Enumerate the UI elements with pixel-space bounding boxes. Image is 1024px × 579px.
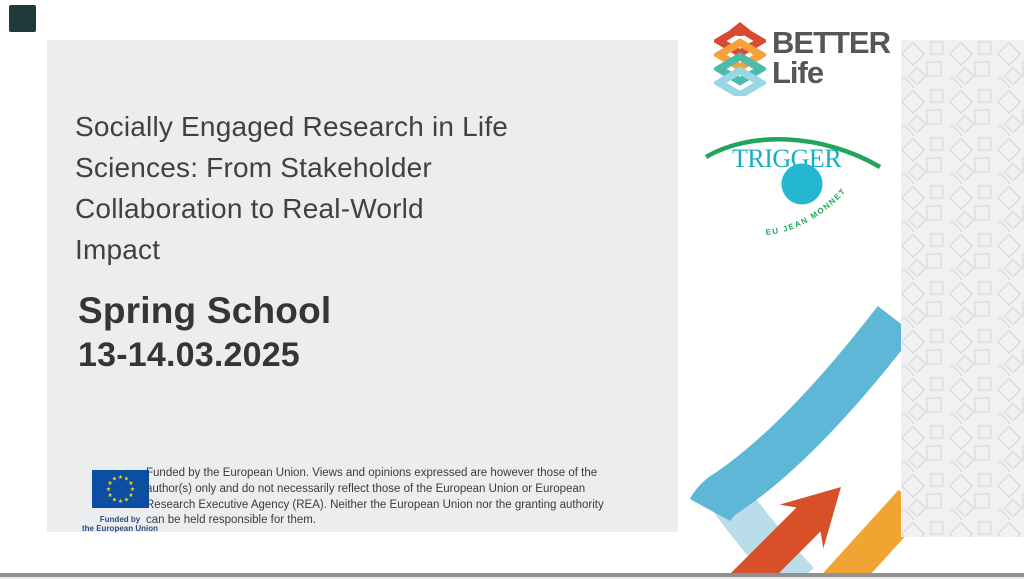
title-line: Impact [75, 234, 161, 265]
eu-flag-caption-line1: Funded by [99, 515, 141, 524]
trigger-circle-icon [781, 163, 823, 205]
eu-flag-caption-line2: the European Union [82, 524, 158, 533]
svg-text:★: ★ [123, 496, 128, 503]
event-name: Spring School [78, 290, 332, 331]
red-arrow [652, 487, 841, 579]
pattern-panel [901, 40, 1024, 537]
eu-flag-icon: ★ ★ ★ ★ ★ ★ ★ ★ ★ ★ ★ ★ [91, 470, 149, 508]
ribbon-blue [689, 305, 915, 522]
svg-text:★: ★ [107, 492, 112, 499]
corner-accent-square [9, 5, 36, 32]
better-life-logo: BETTER Life [712, 20, 891, 100]
svg-text:★: ★ [123, 476, 128, 483]
eu-flag-logo: ★ ★ ★ ★ ★ ★ ★ ★ ★ ★ ★ ★ Funde [60, 470, 180, 533]
trigger-name: TRIGGER [732, 144, 842, 173]
better-life-logo-text-line2: Life [772, 55, 824, 90]
svg-text:★: ★ [105, 486, 110, 493]
better-life-logo-text-line1: BETTER [772, 25, 891, 60]
svg-text:★: ★ [117, 498, 122, 505]
svg-text:★: ★ [111, 496, 116, 503]
event-dates: 13-14.03.2025 [78, 336, 300, 374]
svg-text:★: ★ [107, 480, 112, 487]
funding-disclaimer: Funded by the European Union. Views and … [146, 467, 604, 527]
svg-text:★: ★ [128, 492, 133, 499]
better-life-chevrons-icon [714, 22, 766, 96]
eu-stars: ★ ★ ★ ★ ★ ★ ★ ★ ★ ★ ★ ★ [105, 474, 134, 505]
title-line: Collaboration to Real-World [75, 193, 424, 224]
title-line: Socially Engaged Research in Life [75, 111, 509, 142]
svg-text:★: ★ [111, 476, 116, 483]
content-panel: Socially Engaged Research in Life Scienc… [47, 40, 678, 533]
trigger-logo-graphic: TRIGGER EU JEAN MONNET [704, 137, 882, 237]
bottom-bar [0, 573, 1024, 577]
trigger-arc [704, 137, 882, 169]
bottom-bar-light [0, 577, 1024, 579]
title-line: Sciences: From Stakeholder [75, 152, 432, 183]
svg-text:★: ★ [128, 480, 133, 487]
slide-title: Socially Engaged Research in Life Scienc… [75, 106, 545, 270]
trigger-logo: TRIGGER EU JEAN MONNET [700, 125, 890, 250]
svg-text:★: ★ [129, 486, 134, 493]
svg-text:★: ★ [117, 474, 122, 481]
ribbon-orange [818, 489, 926, 579]
